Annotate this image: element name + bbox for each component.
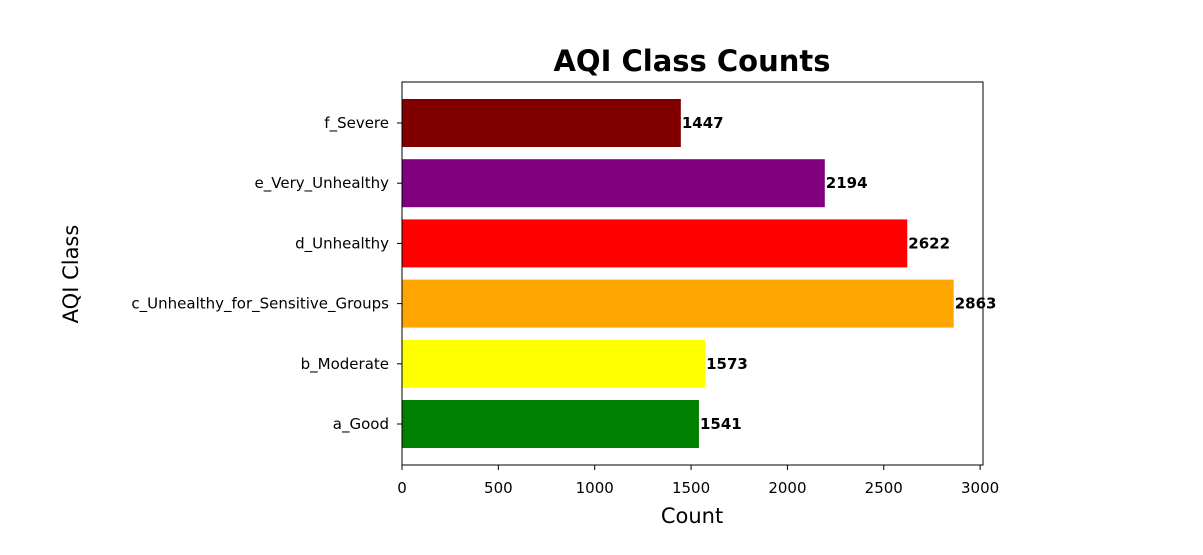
value-label-c-unhealthy-for-sensitive-groups: 2863 [955, 295, 997, 313]
bar-d-unhealthy [402, 219, 908, 268]
x-tick-label-2500: 2500 [865, 479, 903, 497]
y-axis-title: AQI Class [59, 225, 83, 324]
y-axis: a_Good b_Moderate c_Unhealthy_for_Sensitiv… [131, 114, 402, 434]
bar-f-severe [402, 99, 681, 147]
x-axis: 0 500 1000 1500 2000 2500 3000 [397, 465, 999, 497]
value-label-a-good: 1541 [700, 415, 742, 433]
x-axis-title: Count [661, 504, 723, 528]
bar-e-very-unhealthy [402, 159, 825, 208]
bar-b-moderate [402, 339, 706, 388]
chart-title: AQI Class Counts [553, 44, 830, 78]
y-tick-label-c-unhealthy-for-sensitive-groups: c_Unhealthy_for_Sensitive_Groups [131, 295, 389, 314]
value-label-f-severe: 1447 [682, 114, 724, 132]
y-tick-label-e-very-unhealthy: e_Very_Unhealthy [255, 174, 390, 193]
value-labels-group: 1541 1573 2863 2622 2194 1447 [682, 114, 997, 433]
value-label-b-moderate: 1573 [706, 355, 748, 373]
bars-group [402, 99, 954, 448]
x-tick-label-3000: 3000 [961, 479, 999, 497]
y-tick-label-f-severe: f_Severe [324, 114, 389, 133]
value-label-e-very-unhealthy: 2194 [826, 174, 868, 192]
y-tick-label-d-unhealthy: d_Unhealthy [295, 234, 389, 253]
x-tick-label-0: 0 [397, 479, 407, 497]
x-tick-label-1500: 1500 [672, 479, 710, 497]
plot-frame [401, 81, 984, 466]
bar-c-unhealthy-for-sensitive-groups [402, 279, 954, 328]
x-tick-label-1000: 1000 [576, 479, 614, 497]
x-tick-label-2000: 2000 [768, 479, 806, 497]
y-tick-label-b-moderate: b_Moderate [301, 355, 389, 374]
value-label-d-unhealthy: 2622 [908, 234, 950, 252]
y-tick-label-a-good: a_Good [333, 415, 389, 434]
bar-a-good [402, 400, 699, 448]
x-tick-label-500: 500 [484, 479, 513, 497]
